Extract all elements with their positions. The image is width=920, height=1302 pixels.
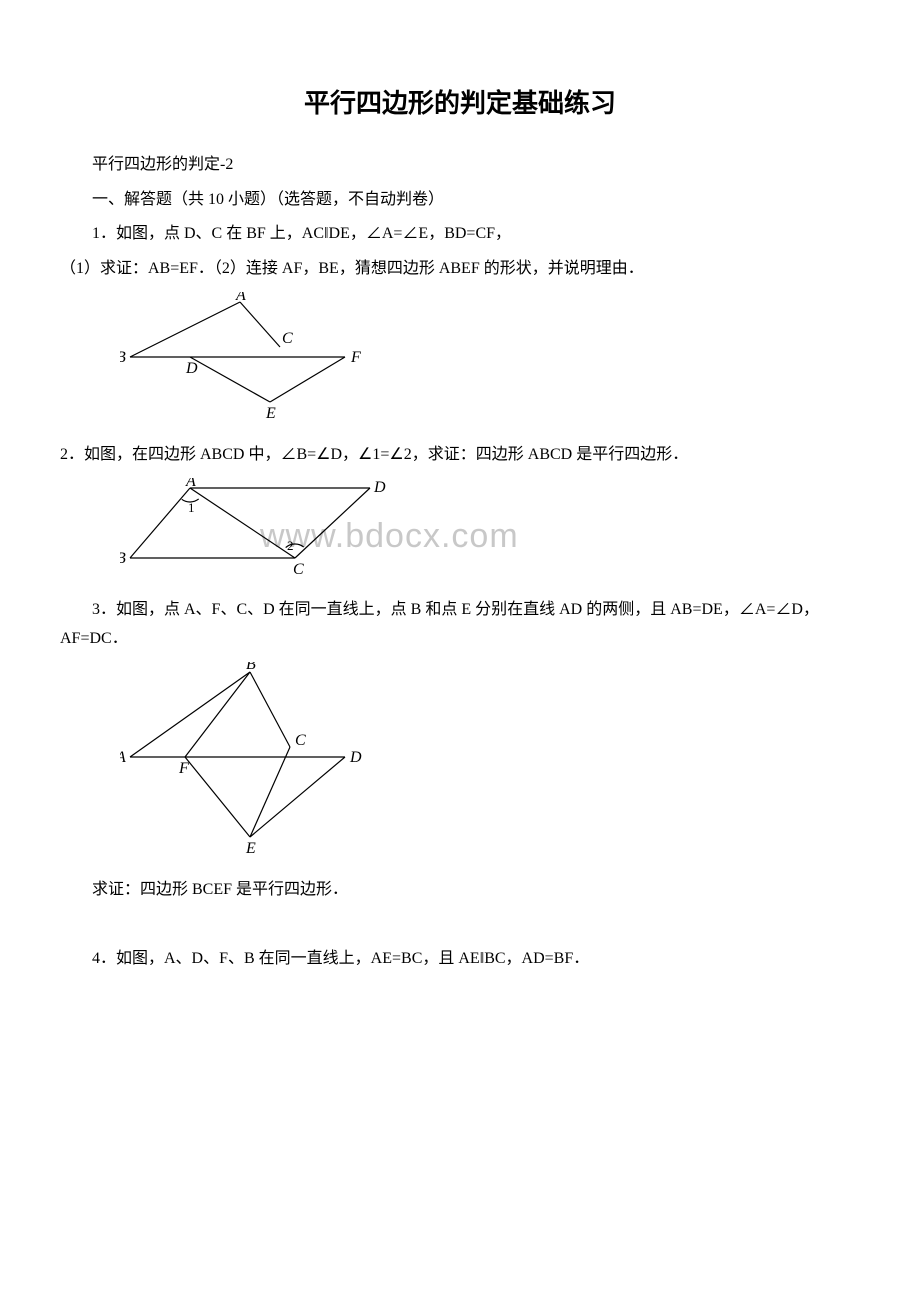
page-title: 平行四边形的判定基础练习: [60, 80, 860, 127]
q1-text-1: 1．如图，点 D、C 在 BF 上，AC‖DE，∠A=∠E，BD=CF，: [60, 220, 860, 249]
q4-text: 4．如图，A、D、F、B 在同一直线上，AE=BC，且 AE‖BC，AD=BF．: [60, 945, 860, 974]
figure-3: A B C D E F: [120, 662, 860, 868]
svg-text:D: D: [349, 749, 362, 766]
svg-text:B: B: [246, 662, 256, 673]
svg-text:F: F: [350, 349, 361, 366]
figure-1: A B C D E F: [120, 292, 860, 433]
svg-text:B: B: [120, 550, 126, 567]
svg-text:C: C: [295, 732, 306, 749]
svg-text:B: B: [120, 349, 126, 366]
q1-text-2: （1）求证：AB=EF．（2）连接 AF，BE，猜想四边形 ABEF 的形状，并…: [60, 255, 860, 284]
svg-text:E: E: [265, 405, 276, 422]
svg-text:1: 1: [188, 500, 195, 515]
spacer: [60, 911, 860, 940]
svg-text:D: D: [185, 360, 198, 377]
svg-text:D: D: [373, 479, 386, 496]
svg-text:F: F: [178, 760, 189, 777]
q3-text-1: 3．如图，点 A、F、C、D 在同一直线上，点 B 和点 E 分别在直线 AD …: [60, 596, 860, 654]
figure-2: www.bdocx.com ABCD12: [120, 478, 860, 589]
svg-text:E: E: [245, 840, 256, 857]
svg-text:C: C: [282, 330, 293, 347]
svg-text:2: 2: [287, 538, 294, 553]
svg-text:A: A: [120, 749, 126, 766]
subtitle: 平行四边形的判定-2: [60, 151, 860, 180]
svg-text:A: A: [235, 292, 246, 304]
q3-prove: 求证：四边形 BCEF 是平行四边形．: [60, 876, 860, 905]
q2-text: 2．如图，在四边形 ABCD 中，∠B=∠D，∠1=∠2，求证：四边形 ABCD…: [60, 441, 860, 470]
section-header: 一、解答题（共 10 小题）（选答题，不自动判卷）: [60, 186, 860, 215]
svg-text:A: A: [185, 478, 196, 490]
svg-text:C: C: [293, 561, 304, 578]
